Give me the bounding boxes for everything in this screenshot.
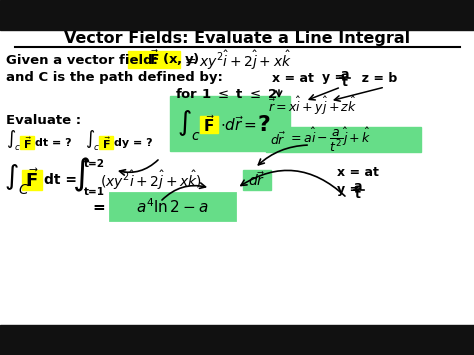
Text: Evaluate :: Evaluate :: [6, 115, 81, 127]
Text: $= a\hat{i} - \dfrac{a}{t^2}\hat{j} + \hat{k}$: $= a\hat{i} - \dfrac{a}{t^2}\hat{j} + \h…: [288, 126, 372, 154]
Text: x = at: x = at: [337, 165, 379, 179]
Text: z = b: z = b: [353, 71, 397, 84]
Bar: [170, 96, 290, 151]
Text: $\int_c$: $\int_c$: [177, 109, 201, 143]
Text: $\mathbf{(x,y)}$: $\mathbf{(x,y)}$: [162, 51, 200, 69]
Text: y =: y =: [322, 71, 345, 84]
Text: $\cdot d\vec{r} =$: $\cdot d\vec{r} =$: [220, 115, 257, 135]
Text: dt =: dt =: [44, 173, 77, 187]
Bar: [99, 136, 113, 149]
Text: Vector Fields: Evaluate a Line Integral: Vector Fields: Evaluate a Line Integral: [64, 31, 410, 45]
Text: a: a: [341, 67, 349, 81]
Bar: [110, 193, 235, 220]
Text: =: =: [92, 200, 105, 214]
Text: for 1 $\leq$ t $\leq$ 2: for 1 $\leq$ t $\leq$ 2: [175, 87, 278, 101]
Bar: [0, 0, 474, 30]
Text: $\int_c$: $\int_c$: [85, 129, 100, 153]
Text: t=1: t=1: [84, 187, 105, 197]
Bar: [0, 30, 474, 325]
Text: t: t: [355, 187, 361, 201]
Text: $\int_C$: $\int_C$: [4, 163, 29, 197]
Text: a: a: [354, 180, 362, 192]
Text: dt = ?: dt = ?: [35, 138, 72, 148]
Bar: [128, 51, 180, 68]
Bar: [200, 116, 218, 133]
Text: $a^4\ln 2 - a$: $a^4\ln 2 - a$: [136, 198, 208, 216]
Text: $d\vec{r}$: $d\vec{r}$: [270, 132, 286, 148]
Text: Given a vector field:: Given a vector field:: [6, 54, 158, 66]
Text: and C is the path defined by:: and C is the path defined by:: [6, 71, 223, 84]
Text: $\vec{\mathbf{F}}$: $\vec{\mathbf{F}}$: [101, 135, 110, 151]
Text: $(xy^2\hat{i} + 2\hat{j} + x\hat{k})$: $(xy^2\hat{i} + 2\hat{j} + x\hat{k})$: [100, 168, 202, 192]
Text: $\int_c$: $\int_c$: [6, 129, 22, 153]
Text: $\vec{\mathbf{F}}$: $\vec{\mathbf{F}}$: [23, 135, 31, 151]
Bar: [112, 195, 233, 218]
Bar: [0, 325, 474, 355]
Text: $\vec{r} = x\hat{i} + y\hat{j} + z\hat{k}$: $\vec{r} = x\hat{i} + y\hat{j} + z\hat{k…: [268, 95, 357, 117]
Bar: [266, 127, 421, 152]
Bar: [243, 170, 271, 190]
Text: $\int$: $\int$: [72, 156, 91, 194]
Text: dy = ?: dy = ?: [114, 138, 153, 148]
Text: x = at: x = at: [272, 71, 314, 84]
Text: y =: y =: [337, 184, 360, 197]
Text: $= xy^2\hat{i} + 2\hat{j} + x\hat{k}$: $= xy^2\hat{i} + 2\hat{j} + x\hat{k}$: [182, 48, 292, 72]
Text: t: t: [342, 76, 348, 88]
Bar: [22, 170, 42, 190]
Text: ?: ?: [258, 115, 271, 135]
Text: $\vec{\mathbf{F}}$: $\vec{\mathbf{F}}$: [25, 169, 39, 191]
Text: $\vec{\mathbf{F}}$: $\vec{\mathbf{F}}$: [203, 115, 215, 136]
Text: t=2: t=2: [84, 159, 105, 169]
Text: $\vec{\mathbf{F}}$: $\vec{\mathbf{F}}$: [149, 50, 159, 68]
Text: $d\vec{r}$: $d\vec{r}$: [248, 171, 266, 189]
Bar: [20, 136, 34, 149]
